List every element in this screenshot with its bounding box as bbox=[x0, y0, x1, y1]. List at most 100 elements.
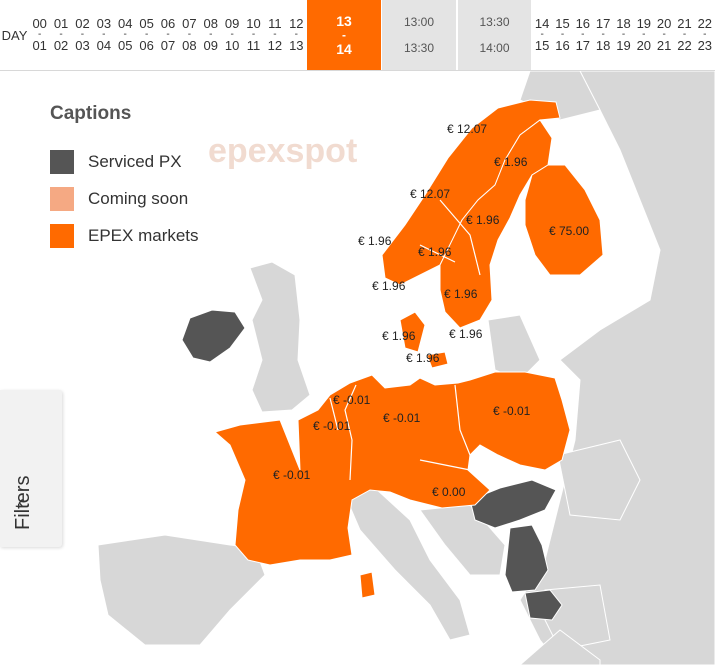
hour-to: 01 bbox=[32, 38, 47, 53]
price-label: € 12.07 bbox=[447, 122, 487, 136]
price-label: € 1.96 bbox=[449, 327, 483, 341]
hour-03-04[interactable]: 03-04 bbox=[96, 16, 112, 53]
slot-from: 13:00 bbox=[403, 15, 435, 29]
hour-to: 13 bbox=[289, 38, 304, 53]
hour-from: 12 bbox=[289, 16, 304, 31]
price-label: € -0.01 bbox=[333, 393, 371, 407]
hour-to: 03 bbox=[75, 38, 90, 53]
hour-from: 21 bbox=[677, 16, 692, 31]
hour-18-19[interactable]: 18-19 bbox=[616, 16, 631, 53]
hour-to: 09 bbox=[203, 38, 218, 53]
legend-swatch bbox=[50, 149, 74, 174]
hour-to: 11 bbox=[246, 38, 261, 53]
hour-17-18[interactable]: 17-18 bbox=[595, 16, 611, 53]
hour-02-03[interactable]: 02-03 bbox=[75, 16, 90, 53]
hour-from: 11 bbox=[268, 16, 282, 31]
price-label: € 0.00 bbox=[432, 485, 466, 499]
legend-label: EPEX markets bbox=[88, 225, 199, 245]
price-label: € 12.07 bbox=[410, 187, 450, 201]
legend-item-epex-markets: EPEX markets bbox=[50, 217, 199, 254]
hour-12-13[interactable]: 12-13 bbox=[289, 16, 304, 53]
hour-to: 08 bbox=[182, 38, 197, 53]
hour-14-15[interactable]: 14-15 bbox=[534, 16, 550, 53]
price-label: € 1.96 bbox=[494, 155, 528, 169]
hour-from: 16 bbox=[575, 16, 591, 31]
hour-to: 19 bbox=[616, 38, 631, 53]
hour-to: 21 bbox=[656, 38, 672, 53]
hour-from: 10 bbox=[246, 16, 261, 31]
price-label: € -0.01 bbox=[313, 419, 351, 433]
hour-10-11[interactable]: 10-11 bbox=[246, 16, 261, 53]
hour-15-16[interactable]: 15-16 bbox=[555, 16, 570, 53]
europe-price-map: epexspot € 12.07 € 1.96 € 12.07 € 1.96 € 75.… bbox=[0, 71, 715, 665]
legend-label: Coming soon bbox=[88, 188, 189, 208]
day-label: DAY bbox=[1, 27, 28, 43]
hour-from: 08 bbox=[203, 16, 218, 31]
hour-19-20[interactable]: 19-20 bbox=[636, 16, 652, 53]
hour-to: 10 bbox=[224, 38, 240, 53]
hour-from: 22 bbox=[697, 16, 713, 31]
hour-from: 03 bbox=[96, 16, 112, 31]
hour-20-21[interactable]: 20-21 bbox=[656, 16, 672, 53]
hour-from: 20 bbox=[656, 16, 672, 31]
price-label: € 1.96 bbox=[466, 213, 500, 227]
captions-legend: Captions Serviced PX Coming soon EPEX ma… bbox=[50, 103, 199, 254]
price-label: € -0.01 bbox=[383, 411, 421, 425]
price-label: € 75.00 bbox=[549, 224, 589, 238]
hour-from: 07 bbox=[182, 16, 197, 31]
price-label: € 1.96 bbox=[382, 329, 416, 343]
hour-to: 16 bbox=[555, 38, 570, 53]
hour-11-12[interactable]: 11-12 bbox=[267, 16, 283, 53]
hour-07-08[interactable]: 07-08 bbox=[182, 16, 197, 53]
price-label: € 1.96 bbox=[358, 234, 392, 248]
legend-item-coming-soon: Coming soon bbox=[50, 180, 199, 217]
hour-to: 05 bbox=[117, 38, 133, 53]
hour-from: 18 bbox=[616, 16, 631, 31]
hour-from: 06 bbox=[160, 16, 176, 31]
slot-1330-1400[interactable]: 13:30 14:00 bbox=[458, 0, 531, 70]
hour-selector-bar: DAY 00-01 01-02 02-03 03-04 04-05 05-06 06-07 0… bbox=[0, 0, 715, 71]
legend-swatch bbox=[50, 186, 74, 211]
hour-from: 05 bbox=[139, 16, 154, 31]
price-label: € -0.01 bbox=[273, 468, 311, 482]
hour-04-05[interactable]: 04-05 bbox=[117, 16, 133, 53]
chevron-left-icon: ‹ bbox=[18, 492, 24, 512]
hour-from: 01 bbox=[53, 16, 69, 31]
hour-to: 06 bbox=[139, 38, 154, 53]
hour-05-06[interactable]: 05-06 bbox=[139, 16, 154, 53]
hour-09-10[interactable]: 09-10 bbox=[224, 16, 240, 53]
slot-1300-1330[interactable]: 13:00 13:30 bbox=[382, 0, 456, 70]
hour-22-23[interactable]: 22-23 bbox=[697, 16, 713, 53]
hour-from: 04 bbox=[117, 16, 133, 31]
filters-toggle-button[interactable]: Filters ‹ bbox=[0, 390, 62, 547]
price-label: € 1.96 bbox=[372, 279, 406, 293]
legend-swatch bbox=[50, 223, 74, 248]
hour-from: 19 bbox=[636, 16, 652, 31]
slot-to: 14:00 bbox=[479, 41, 510, 55]
hour-from: 00 bbox=[32, 16, 47, 31]
hour-16-17[interactable]: 16-17 bbox=[575, 16, 591, 53]
epexspot-watermark: epexspot bbox=[208, 132, 357, 170]
hour-to: 20 bbox=[636, 38, 652, 53]
hour-to: 14 bbox=[336, 41, 352, 57]
hour-01-02[interactable]: 01-02 bbox=[53, 16, 69, 53]
hour-to: 04 bbox=[96, 38, 112, 53]
slot-from: 13:30 bbox=[479, 15, 510, 29]
hour-to: 02 bbox=[53, 38, 69, 53]
hour-from: 09 bbox=[224, 16, 240, 31]
legend-item-serviced-px: Serviced PX bbox=[50, 143, 199, 180]
hour-08-09[interactable]: 08-09 bbox=[203, 16, 218, 53]
slot-to: 13:30 bbox=[403, 41, 435, 55]
hour-to: 07 bbox=[160, 38, 176, 53]
price-label: € 1.96 bbox=[418, 245, 452, 259]
hour-21-22[interactable]: 21-22 bbox=[677, 16, 692, 53]
hour-13-14-active[interactable]: 13 - 14 bbox=[307, 0, 381, 70]
hour-from: 17 bbox=[595, 16, 611, 31]
price-label: € 1.96 bbox=[406, 351, 440, 365]
hour-from: 13 bbox=[336, 13, 352, 29]
captions-title: Captions bbox=[50, 103, 132, 124]
hour-to: 15 bbox=[534, 38, 550, 53]
price-label: € 1.96 bbox=[444, 287, 478, 301]
hour-06-07[interactable]: 06-07 bbox=[160, 16, 176, 53]
hour-00-01[interactable]: 00-01 bbox=[32, 16, 47, 53]
